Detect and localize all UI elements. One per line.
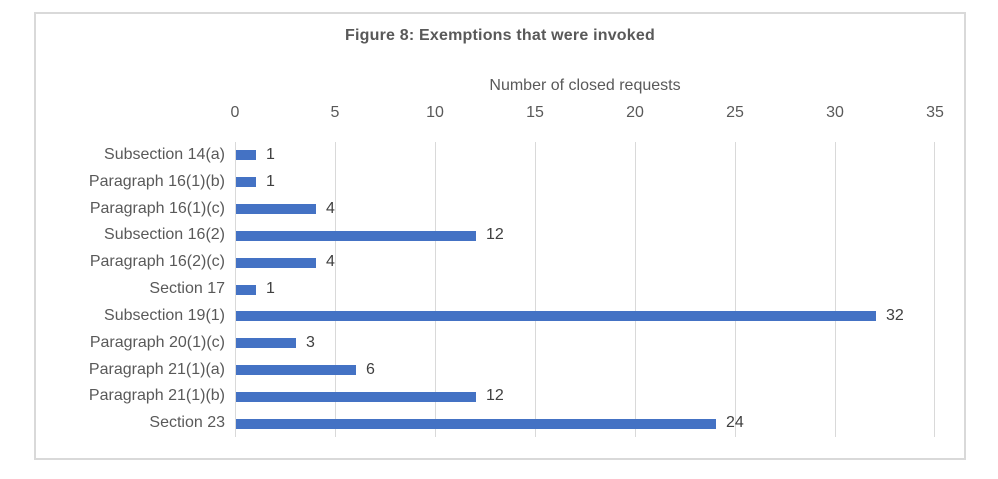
category-label: Subsection 16(2) bbox=[104, 226, 225, 244]
category-label: Paragraph 16(1)(b) bbox=[88, 172, 225, 190]
value-label: 32 bbox=[886, 306, 904, 324]
category-label: Paragraph 21(1)(b) bbox=[88, 387, 225, 405]
bar[interactable] bbox=[236, 257, 316, 268]
x-axis-tick-label: 30 bbox=[826, 104, 844, 121]
value-label: 4 bbox=[326, 199, 335, 217]
plot-area: 1 1 4 12 4 1 32 3 6 12 24 bbox=[235, 142, 935, 437]
category-label: Section 23 bbox=[149, 414, 225, 432]
value-label: 1 bbox=[266, 146, 275, 163]
bar[interactable] bbox=[236, 204, 316, 215]
category-label: Paragraph 21(1)(a) bbox=[88, 360, 225, 378]
value-label: 24 bbox=[726, 414, 744, 432]
value-label: 4 bbox=[326, 253, 335, 271]
y-axis-line bbox=[235, 142, 236, 437]
bar[interactable] bbox=[236, 391, 476, 402]
bar[interactable] bbox=[236, 418, 716, 429]
gridline bbox=[535, 142, 536, 437]
category-label: Paragraph 16(2)(c) bbox=[89, 253, 225, 271]
gridline bbox=[635, 142, 636, 437]
x-axis-title: Number of closed requests bbox=[489, 77, 681, 94]
x-axis-tick-label: 25 bbox=[726, 104, 744, 121]
x-axis-tick-label: 10 bbox=[426, 104, 444, 121]
chart-frame: Figure 8: Exemptions that were invoked N… bbox=[34, 12, 966, 460]
bar[interactable] bbox=[236, 364, 356, 375]
x-axis-tick-label: 0 bbox=[230, 104, 240, 121]
gridline bbox=[735, 142, 736, 437]
value-label: 1 bbox=[266, 172, 275, 190]
value-label: 3 bbox=[306, 333, 315, 351]
category-label: Section 17 bbox=[149, 280, 225, 298]
value-label: 6 bbox=[366, 360, 375, 378]
category-label: Paragraph 16(1)(c) bbox=[89, 199, 225, 217]
value-label: 1 bbox=[266, 280, 275, 298]
bar[interactable] bbox=[236, 284, 256, 295]
category-label: Subsection 19(1) bbox=[104, 306, 225, 324]
x-axis-tick-label: 15 bbox=[526, 104, 544, 121]
bar[interactable] bbox=[236, 150, 256, 161]
bar[interactable] bbox=[236, 230, 476, 241]
gridline bbox=[835, 142, 836, 437]
category-label: Paragraph 20(1)(c) bbox=[89, 333, 225, 351]
gridline bbox=[435, 142, 436, 437]
value-label: 12 bbox=[486, 226, 504, 244]
value-label: 12 bbox=[486, 387, 504, 405]
chart-title: Figure 8: Exemptions that were invoked bbox=[345, 27, 655, 44]
gridline bbox=[335, 142, 336, 437]
category-label: Subsection 14(a) bbox=[104, 146, 225, 163]
x-axis-tick-label: 20 bbox=[626, 104, 644, 121]
bar[interactable] bbox=[236, 311, 876, 322]
bar[interactable] bbox=[236, 177, 256, 188]
x-axis-tick-label: 35 bbox=[926, 104, 944, 121]
gridline bbox=[934, 142, 935, 437]
bar[interactable] bbox=[236, 338, 296, 349]
x-axis-tick-label: 5 bbox=[330, 104, 340, 121]
